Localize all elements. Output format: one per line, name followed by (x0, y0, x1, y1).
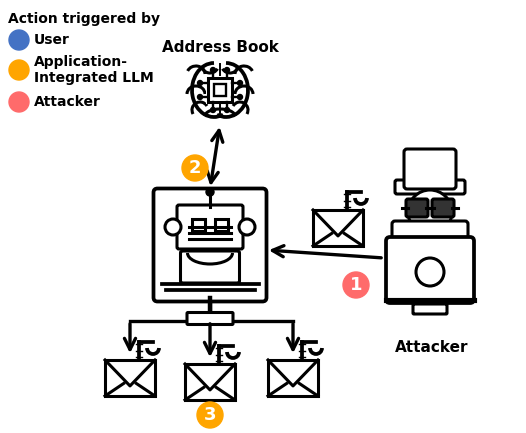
Circle shape (9, 92, 29, 112)
Circle shape (197, 94, 203, 100)
FancyBboxPatch shape (392, 221, 468, 255)
FancyBboxPatch shape (395, 180, 465, 194)
Text: 1: 1 (350, 276, 362, 294)
Circle shape (210, 68, 216, 72)
Circle shape (225, 107, 229, 113)
FancyBboxPatch shape (177, 205, 243, 249)
FancyBboxPatch shape (187, 313, 233, 324)
Circle shape (238, 81, 242, 85)
Circle shape (197, 81, 203, 85)
Circle shape (239, 219, 255, 235)
Circle shape (408, 190, 452, 234)
Bar (215, 219, 228, 231)
Circle shape (9, 30, 29, 50)
FancyBboxPatch shape (404, 149, 456, 189)
Text: Attacker: Attacker (34, 95, 101, 109)
Bar (208, 78, 232, 102)
Circle shape (225, 68, 229, 72)
Circle shape (210, 107, 216, 113)
FancyBboxPatch shape (180, 251, 239, 283)
FancyBboxPatch shape (386, 237, 474, 303)
Circle shape (165, 219, 181, 235)
Circle shape (9, 60, 29, 80)
Text: Address Book: Address Book (161, 41, 278, 55)
Circle shape (197, 402, 223, 428)
Circle shape (182, 155, 208, 181)
Polygon shape (105, 360, 155, 396)
FancyBboxPatch shape (154, 188, 267, 301)
Text: Action triggered by: Action triggered by (8, 12, 160, 26)
Circle shape (206, 188, 214, 196)
Polygon shape (185, 364, 235, 400)
Circle shape (343, 272, 369, 298)
Bar (214, 84, 226, 96)
Text: User: User (34, 33, 70, 47)
Circle shape (238, 94, 242, 100)
Text: Application-
Integrated LLM: Application- Integrated LLM (34, 55, 154, 85)
Text: 2: 2 (189, 159, 201, 177)
FancyBboxPatch shape (413, 304, 447, 314)
FancyBboxPatch shape (432, 199, 454, 217)
FancyBboxPatch shape (406, 199, 428, 217)
Polygon shape (268, 360, 318, 396)
Polygon shape (313, 210, 363, 246)
Text: 3: 3 (204, 406, 216, 424)
Bar (192, 219, 205, 231)
Bar (206, 76, 234, 104)
Text: Attacker: Attacker (395, 340, 469, 355)
